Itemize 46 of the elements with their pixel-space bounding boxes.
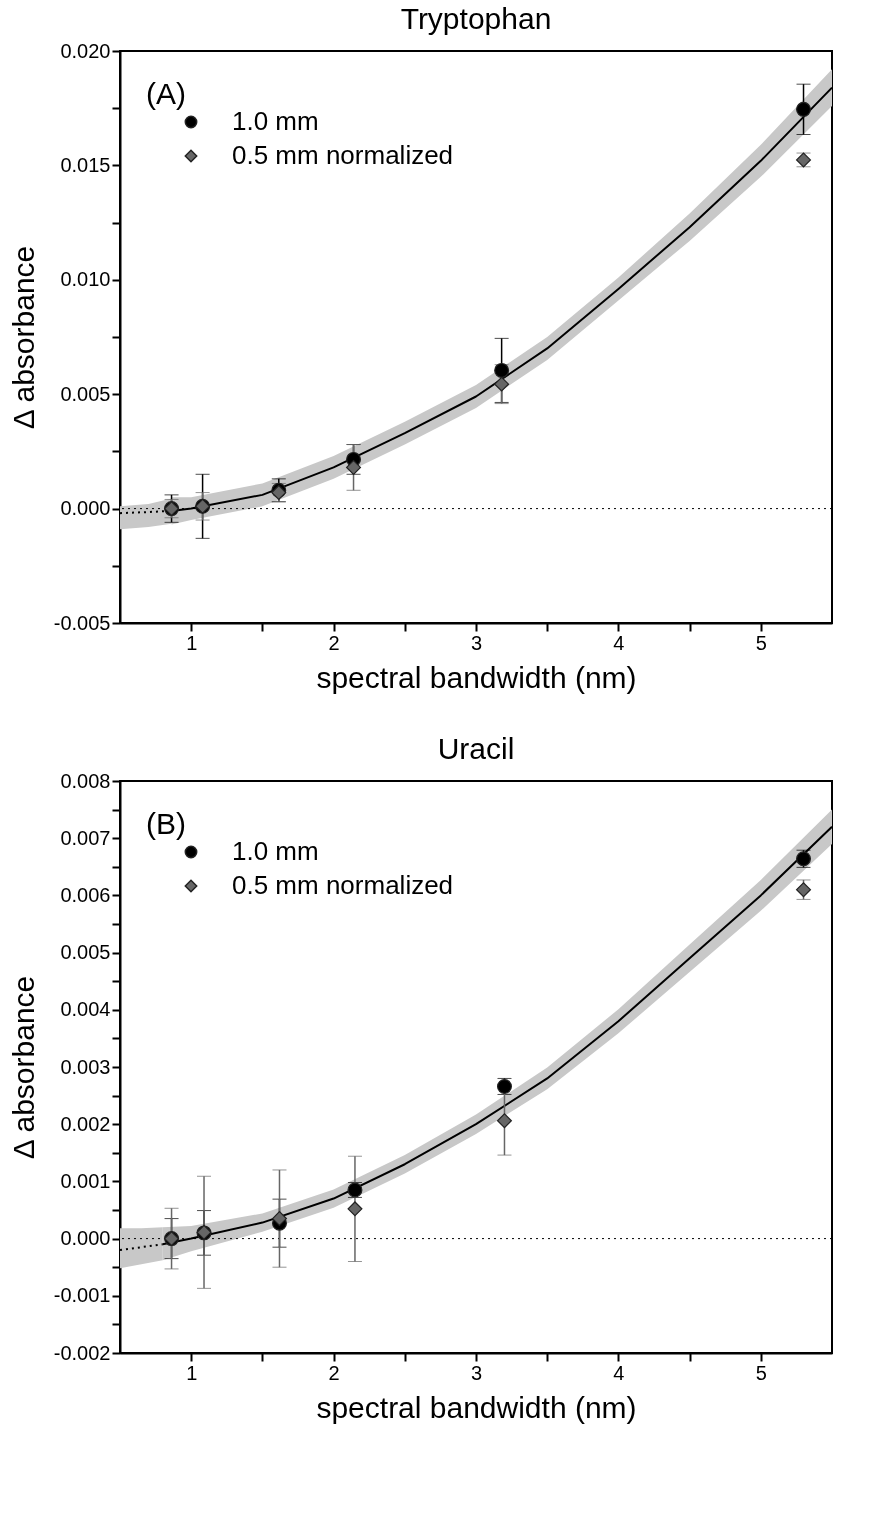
y-tick-label: 0.015 <box>60 153 111 176</box>
legend-label: 1.0 mm <box>232 106 319 136</box>
point <box>494 362 510 378</box>
annotation: (A) <box>146 77 186 110</box>
y-tick-label: 0.005 <box>60 382 111 405</box>
point <box>347 1201 363 1217</box>
y-tick-label: -0.002 <box>53 1341 111 1364</box>
point <box>494 376 510 392</box>
legend-label: 1.0 mm <box>232 836 319 866</box>
x-axis-title: spectral bandwidth (nm) <box>316 1390 637 1424</box>
x-tick-label: 5 <box>755 631 767 654</box>
annotation: (B) <box>146 807 186 840</box>
y-tick-label: 0.006 <box>60 883 111 906</box>
point <box>496 1113 512 1129</box>
point <box>272 1211 287 1227</box>
y-tick-label: 0.000 <box>60 1227 111 1250</box>
y-tick-label: 0.010 <box>60 268 111 291</box>
x-tick-label: 4 <box>613 1361 625 1384</box>
y-tick-label: 0.020 <box>60 39 111 62</box>
x-tick-label: 2 <box>328 631 340 654</box>
x-tick-label: 3 <box>470 631 483 654</box>
y-tick-label: -0.001 <box>53 1284 111 1307</box>
x-axis-title: spectral bandwidth (nm) <box>316 660 637 694</box>
x-tick-label: 5 <box>755 1361 767 1384</box>
x-tick-label: 1 <box>186 631 198 654</box>
chart-title: Tryptophan <box>400 2 552 35</box>
y-axis-title: Δ absorbance <box>6 975 40 1160</box>
legend-label: 0.5 mm normalized <box>232 140 454 170</box>
point <box>346 459 362 475</box>
y-tick-label: 0.008 <box>60 769 111 792</box>
y-tick-label: 0.002 <box>60 1112 111 1135</box>
y-tick-label: 0.005 <box>60 941 111 964</box>
x-tick-label: 1 <box>186 1361 198 1384</box>
y-tick-label: 0.000 <box>60 497 111 520</box>
chart-title: Uracil <box>437 732 515 765</box>
y-tick-label: -0.005 <box>53 611 111 634</box>
y-axis-title: Δ absorbance <box>6 245 40 430</box>
y-tick-label: 0.001 <box>60 1169 111 1192</box>
y-tick-label: 0.003 <box>60 1055 111 1078</box>
x-tick-label: 4 <box>613 631 625 654</box>
legend-label: 0.5 mm normalized <box>232 870 454 900</box>
x-tick-label: 3 <box>470 1361 483 1384</box>
point <box>796 101 812 117</box>
y-tick-label: 0.004 <box>60 998 111 1021</box>
y-tick-label: 0.007 <box>60 826 111 849</box>
x-tick-label: 2 <box>328 1361 340 1384</box>
